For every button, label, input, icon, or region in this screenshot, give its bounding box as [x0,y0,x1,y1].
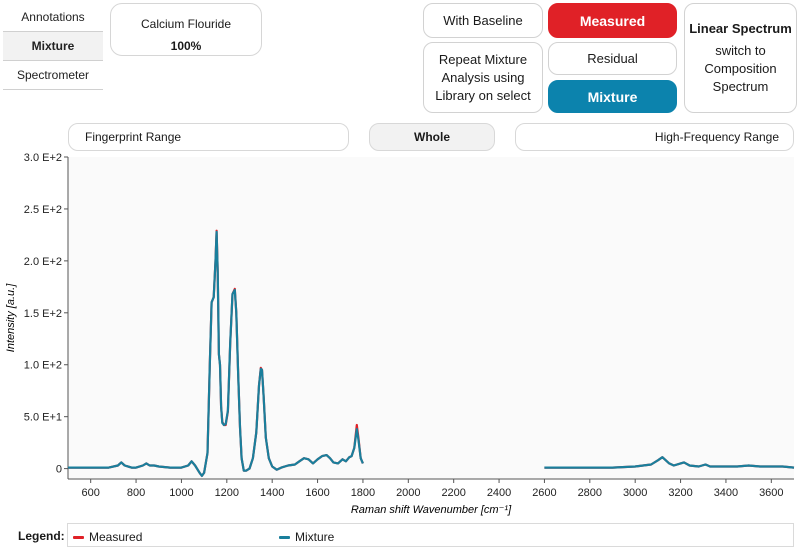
x-tick-label: 800 [127,487,145,499]
tab-spectrometer[interactable]: Spectrometer [3,61,103,90]
legend-item-measured[interactable]: Measured [73,530,142,544]
legend-text-measured: Measured [89,530,143,544]
x-tick-label: 3200 [668,487,692,499]
y-tick-label: 0 [56,464,62,476]
legend-item-mixture[interactable]: Mixture [279,530,334,544]
residual-button[interactable]: Residual [548,42,677,75]
x-tick-label: 2600 [532,487,556,499]
mixture-button[interactable]: Mixture [548,80,677,113]
legend-title: Legend: [18,529,65,543]
legend-text-mixture: Mixture [295,530,335,544]
x-tick-label: 2000 [396,487,420,499]
spectrum-chart[interactable]: 0 5.0 E+1 1.0 E+2 1.5 E+2 2.0 E+2 2.5 E+2 3.0 … [0,150,800,522]
legend-swatch-mixture [279,535,290,539]
series-line-mixture-0 [68,230,364,477]
linear-spectrum-toggle[interactable]: Linear Spectrum switch to Composition Sp… [684,3,797,113]
x-tick-label: 1200 [215,487,239,499]
y-tick-label: 2.5 E+2 [24,204,62,216]
y-tick-label: 2.0 E+2 [24,256,62,268]
whole-range-button[interactable]: Whole [369,123,495,151]
x-axis-label: Raman shift Wavenumber [cm⁻¹] [351,504,512,516]
x-tick-label: 3000 [623,487,647,499]
fingerprint-range-button[interactable]: Fingerprint Range [68,123,349,151]
series-line-mixture-1 [544,456,795,469]
x-tick-label: 2400 [487,487,511,499]
high-frequency-range-button[interactable]: High-Frequency Range [515,123,794,151]
x-tick-label: 600 [82,487,100,499]
with-baseline-button[interactable]: With Baseline [423,3,543,38]
x-tick-label: 1400 [260,487,284,499]
x-tick-label: 1000 [169,487,193,499]
y-tick-label: 1.5 E+2 [24,308,62,320]
y-tick-label: 3.0 E+2 [24,152,62,164]
x-tick-label: 1800 [351,487,375,499]
x-tick-label: 3400 [714,487,738,499]
component-name: Calcium Flouride [140,17,232,31]
component-card[interactable]: Calcium Flouride 100% [110,3,262,56]
y-tick-label: 1.0 E+2 [24,360,62,372]
tab-annotations[interactable]: Annotations [3,3,103,32]
switch-composition-label: switch to Composition Spectrum [704,43,777,94]
legend-swatch-measured [73,535,84,539]
y-tick-label: 5.0 E+1 [24,412,62,424]
x-tick-label: 1600 [305,487,329,499]
y-axis-label: Intensity [a.u.] [5,283,17,352]
x-tick-label: 3600 [759,487,783,499]
tab-mixture[interactable]: Mixture [3,32,103,61]
plot-area[interactable] [68,157,794,479]
legend: Measured Mixture [67,523,794,547]
x-tick-label: 2800 [578,487,602,499]
x-tick-label: 2200 [441,487,465,499]
repeat-mixture-button[interactable]: Repeat Mixture Analysis using Library on… [423,42,543,113]
measured-button[interactable]: Measured [548,3,677,38]
linear-spectrum-label: Linear Spectrum [689,21,792,36]
component-percent: 100% [170,39,202,53]
